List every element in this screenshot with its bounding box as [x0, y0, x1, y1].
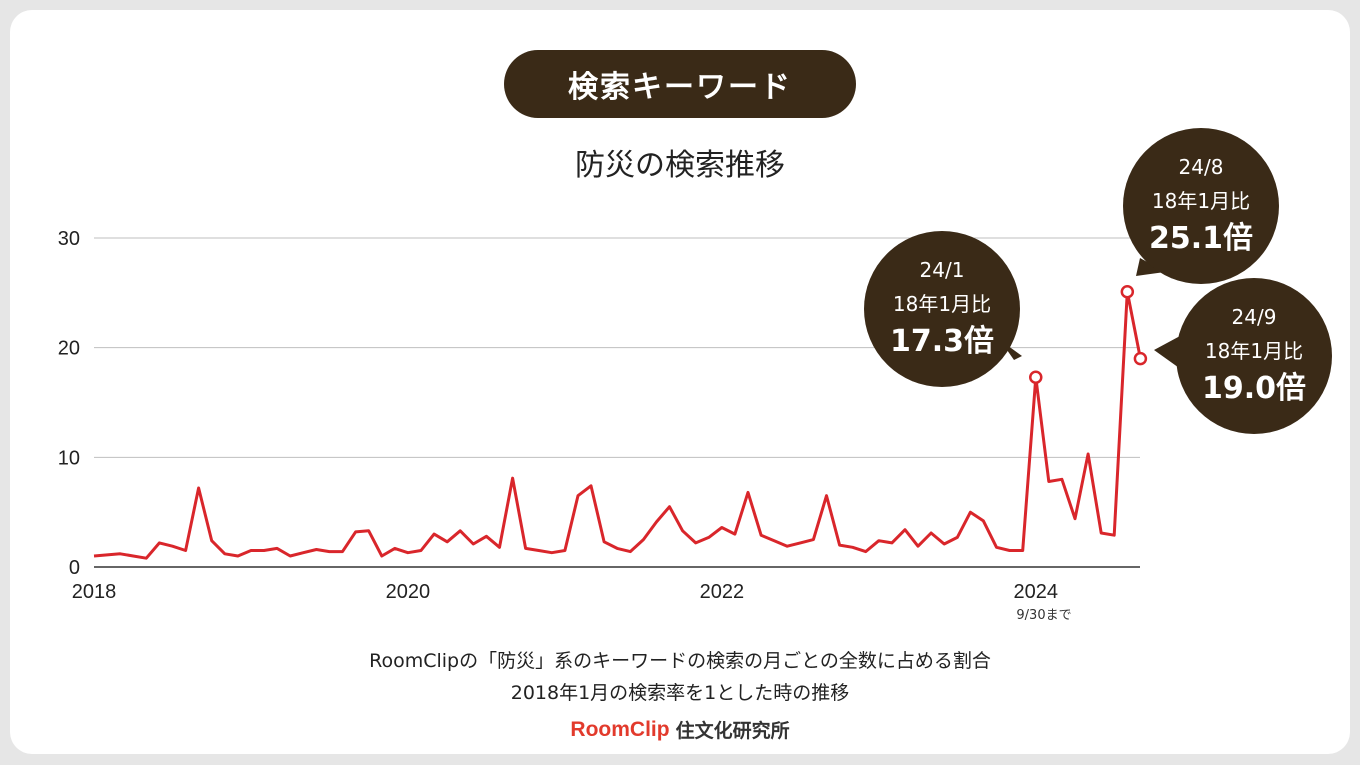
x-tick-label-2018: 2018	[72, 581, 117, 603]
callout-bubble-3	[1176, 278, 1332, 434]
callout-value-2: 25.1倍	[1149, 221, 1253, 256]
y-tick-label-0: 0	[69, 557, 80, 579]
y-tick-label-10: 10	[58, 447, 80, 469]
callout-date-1: 24/1	[920, 258, 965, 282]
logo-sub-text: 住文化研究所	[675, 720, 790, 742]
highlight-marker-3	[1133, 351, 1148, 366]
callout-date-2: 24/8	[1179, 155, 1224, 179]
callout-tail-2	[1136, 258, 1165, 276]
header-pill: 検索キーワード	[504, 50, 856, 118]
callout-subtitle-3: 18年1月比	[1205, 339, 1303, 363]
logo-brand-text: RoomClip	[570, 717, 670, 741]
callout-tail-3	[1154, 336, 1182, 370]
x-tick-label-2024: 2024	[1014, 581, 1059, 603]
chart-card	[10, 10, 1350, 754]
callout-subtitle-2: 18年1月比	[1152, 189, 1250, 213]
callout-date-3: 24/9	[1232, 305, 1277, 329]
x-axis-footnote: 9/30まで	[1016, 608, 1072, 623]
series-line	[93, 290, 1142, 560]
caption-line-2: 2018年1月の検索率を1とした時の推移	[510, 682, 850, 704]
header-pill-label: 検索キーワード	[568, 70, 792, 105]
x-tick-label-2020: 2020	[386, 581, 431, 603]
highlight-marker-2	[1120, 284, 1135, 299]
callout-value-1: 17.3倍	[890, 324, 994, 359]
brand-logo: RoomClip 住文化研究所	[0, 716, 1360, 743]
callout-bubble-2	[1123, 128, 1279, 284]
x-tick-label-2022: 2022	[700, 581, 745, 603]
caption-line-1: RoomClipの「防災」系のキーワードの検索の月ごとの全数に占める割合	[369, 650, 991, 672]
chart-title: 防災の検索推移	[575, 148, 785, 183]
highlight-marker-1	[1029, 370, 1043, 385]
y-tick-label-20: 20	[58, 338, 80, 360]
y-tick-label-30: 30	[58, 228, 80, 250]
callout-bubble-1	[864, 231, 1020, 387]
callout-subtitle-1: 18年1月比	[893, 292, 991, 316]
callout-value-3: 19.0倍	[1202, 371, 1306, 406]
